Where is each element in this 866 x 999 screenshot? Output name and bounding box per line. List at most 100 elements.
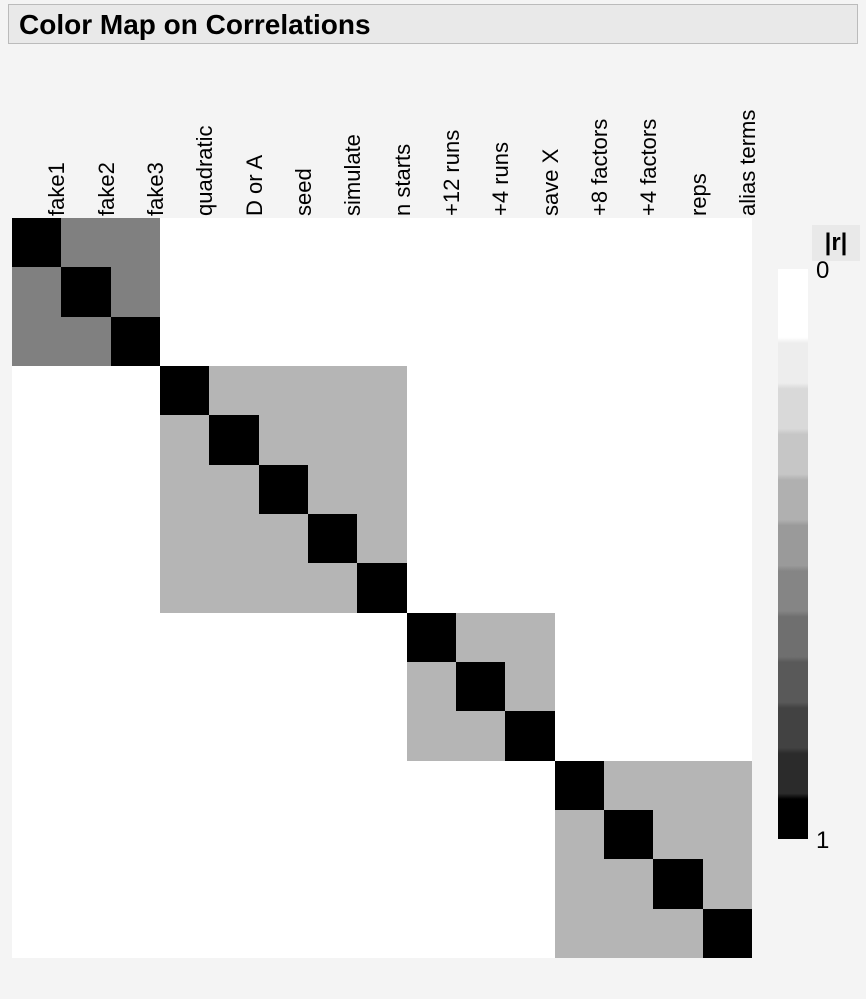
matrix-cell: [12, 711, 62, 761]
matrix-cell: [308, 465, 358, 515]
matrix-cell: [703, 514, 753, 564]
matrix-cell: [555, 415, 605, 465]
matrix-cell: [111, 909, 161, 959]
matrix-cell: [555, 909, 605, 959]
matrix-cell: [357, 859, 407, 909]
matrix-cell: [505, 662, 555, 712]
matrix-cell: [703, 465, 753, 515]
matrix-cell: [456, 563, 506, 613]
matrix-cell: [308, 317, 358, 367]
matrix-cell: [357, 514, 407, 564]
matrix-cell: [160, 563, 210, 613]
matrix-cell: [703, 761, 753, 811]
matrix-cell: [456, 514, 506, 564]
matrix-cell: [259, 859, 309, 909]
matrix-cell: [604, 859, 654, 909]
matrix-cell: [61, 662, 111, 712]
matrix-cell: [703, 613, 753, 663]
matrix-cell: [209, 662, 259, 712]
matrix-cell: [505, 366, 555, 416]
matrix-cell: [308, 909, 358, 959]
matrix-cell: [407, 810, 457, 860]
matrix-cell: [555, 366, 605, 416]
matrix-cell: [703, 909, 753, 959]
matrix-cell: [407, 909, 457, 959]
column-label: +4 factors: [636, 119, 662, 216]
matrix-cell: [12, 317, 62, 367]
matrix-cell: [407, 415, 457, 465]
matrix-cell: [12, 613, 62, 663]
matrix-cell: [407, 563, 457, 613]
matrix-cell: [653, 711, 703, 761]
matrix-cell: [160, 810, 210, 860]
matrix-cell: [555, 267, 605, 317]
matrix-cell: [111, 563, 161, 613]
matrix-cell: [259, 465, 309, 515]
matrix-cell: [61, 218, 111, 268]
matrix-cell: [703, 415, 753, 465]
matrix-cell: [653, 761, 703, 811]
matrix-cell: [357, 613, 407, 663]
matrix-cell: [604, 218, 654, 268]
matrix-cell: [61, 267, 111, 317]
matrix-cell: [653, 662, 703, 712]
matrix-cell: [61, 366, 111, 416]
matrix-cell: [456, 465, 506, 515]
matrix-cell: [111, 711, 161, 761]
matrix-cell: [209, 711, 259, 761]
matrix-cell: [653, 859, 703, 909]
matrix-cell: [456, 415, 506, 465]
matrix-cell: [259, 317, 309, 367]
matrix-cell: [308, 218, 358, 268]
matrix-cell: [209, 465, 259, 515]
matrix-cell: [308, 761, 358, 811]
column-label: fake2: [94, 162, 120, 216]
matrix-cell: [61, 859, 111, 909]
matrix-cell: [604, 909, 654, 959]
matrix-cell: [407, 514, 457, 564]
matrix-cell: [12, 366, 62, 416]
matrix-cell: [703, 859, 753, 909]
matrix-cell: [160, 662, 210, 712]
matrix-cell: [308, 514, 358, 564]
chart-title: Color Map on Correlations: [8, 4, 858, 44]
matrix-cell: [456, 810, 506, 860]
matrix-cell: [604, 514, 654, 564]
matrix-cell: [357, 810, 407, 860]
matrix-cell: [12, 859, 62, 909]
matrix-cell: [505, 267, 555, 317]
matrix-cell: [653, 218, 703, 268]
matrix-cell: [407, 465, 457, 515]
matrix-cell: [111, 465, 161, 515]
matrix-cell: [209, 810, 259, 860]
matrix-cell: [357, 267, 407, 317]
legend-gradient: [778, 269, 808, 839]
matrix-cell: [604, 761, 654, 811]
matrix-cell: [357, 761, 407, 811]
matrix-cell: [259, 563, 309, 613]
matrix-cell: [357, 711, 407, 761]
matrix-cell: [505, 909, 555, 959]
matrix-cell: [259, 761, 309, 811]
matrix-cell: [259, 267, 309, 317]
matrix-cell: [357, 662, 407, 712]
matrix-cell: [61, 711, 111, 761]
matrix-cell: [505, 317, 555, 367]
matrix-cell: [357, 218, 407, 268]
matrix-cell: [456, 366, 506, 416]
matrix-cell: [259, 711, 309, 761]
column-label: reps: [686, 173, 712, 216]
matrix-cell: [160, 415, 210, 465]
matrix-cell: [61, 465, 111, 515]
matrix-cell: [604, 563, 654, 613]
matrix-cell: [407, 317, 457, 367]
matrix-cell: [209, 563, 259, 613]
matrix-cell: [505, 218, 555, 268]
matrix-cell: [160, 859, 210, 909]
matrix-cell: [160, 909, 210, 959]
matrix-cell: [111, 859, 161, 909]
matrix-cell: [653, 366, 703, 416]
matrix-cell: [160, 267, 210, 317]
column-label: quadratic: [192, 125, 218, 216]
legend-tick: 1: [816, 827, 829, 855]
